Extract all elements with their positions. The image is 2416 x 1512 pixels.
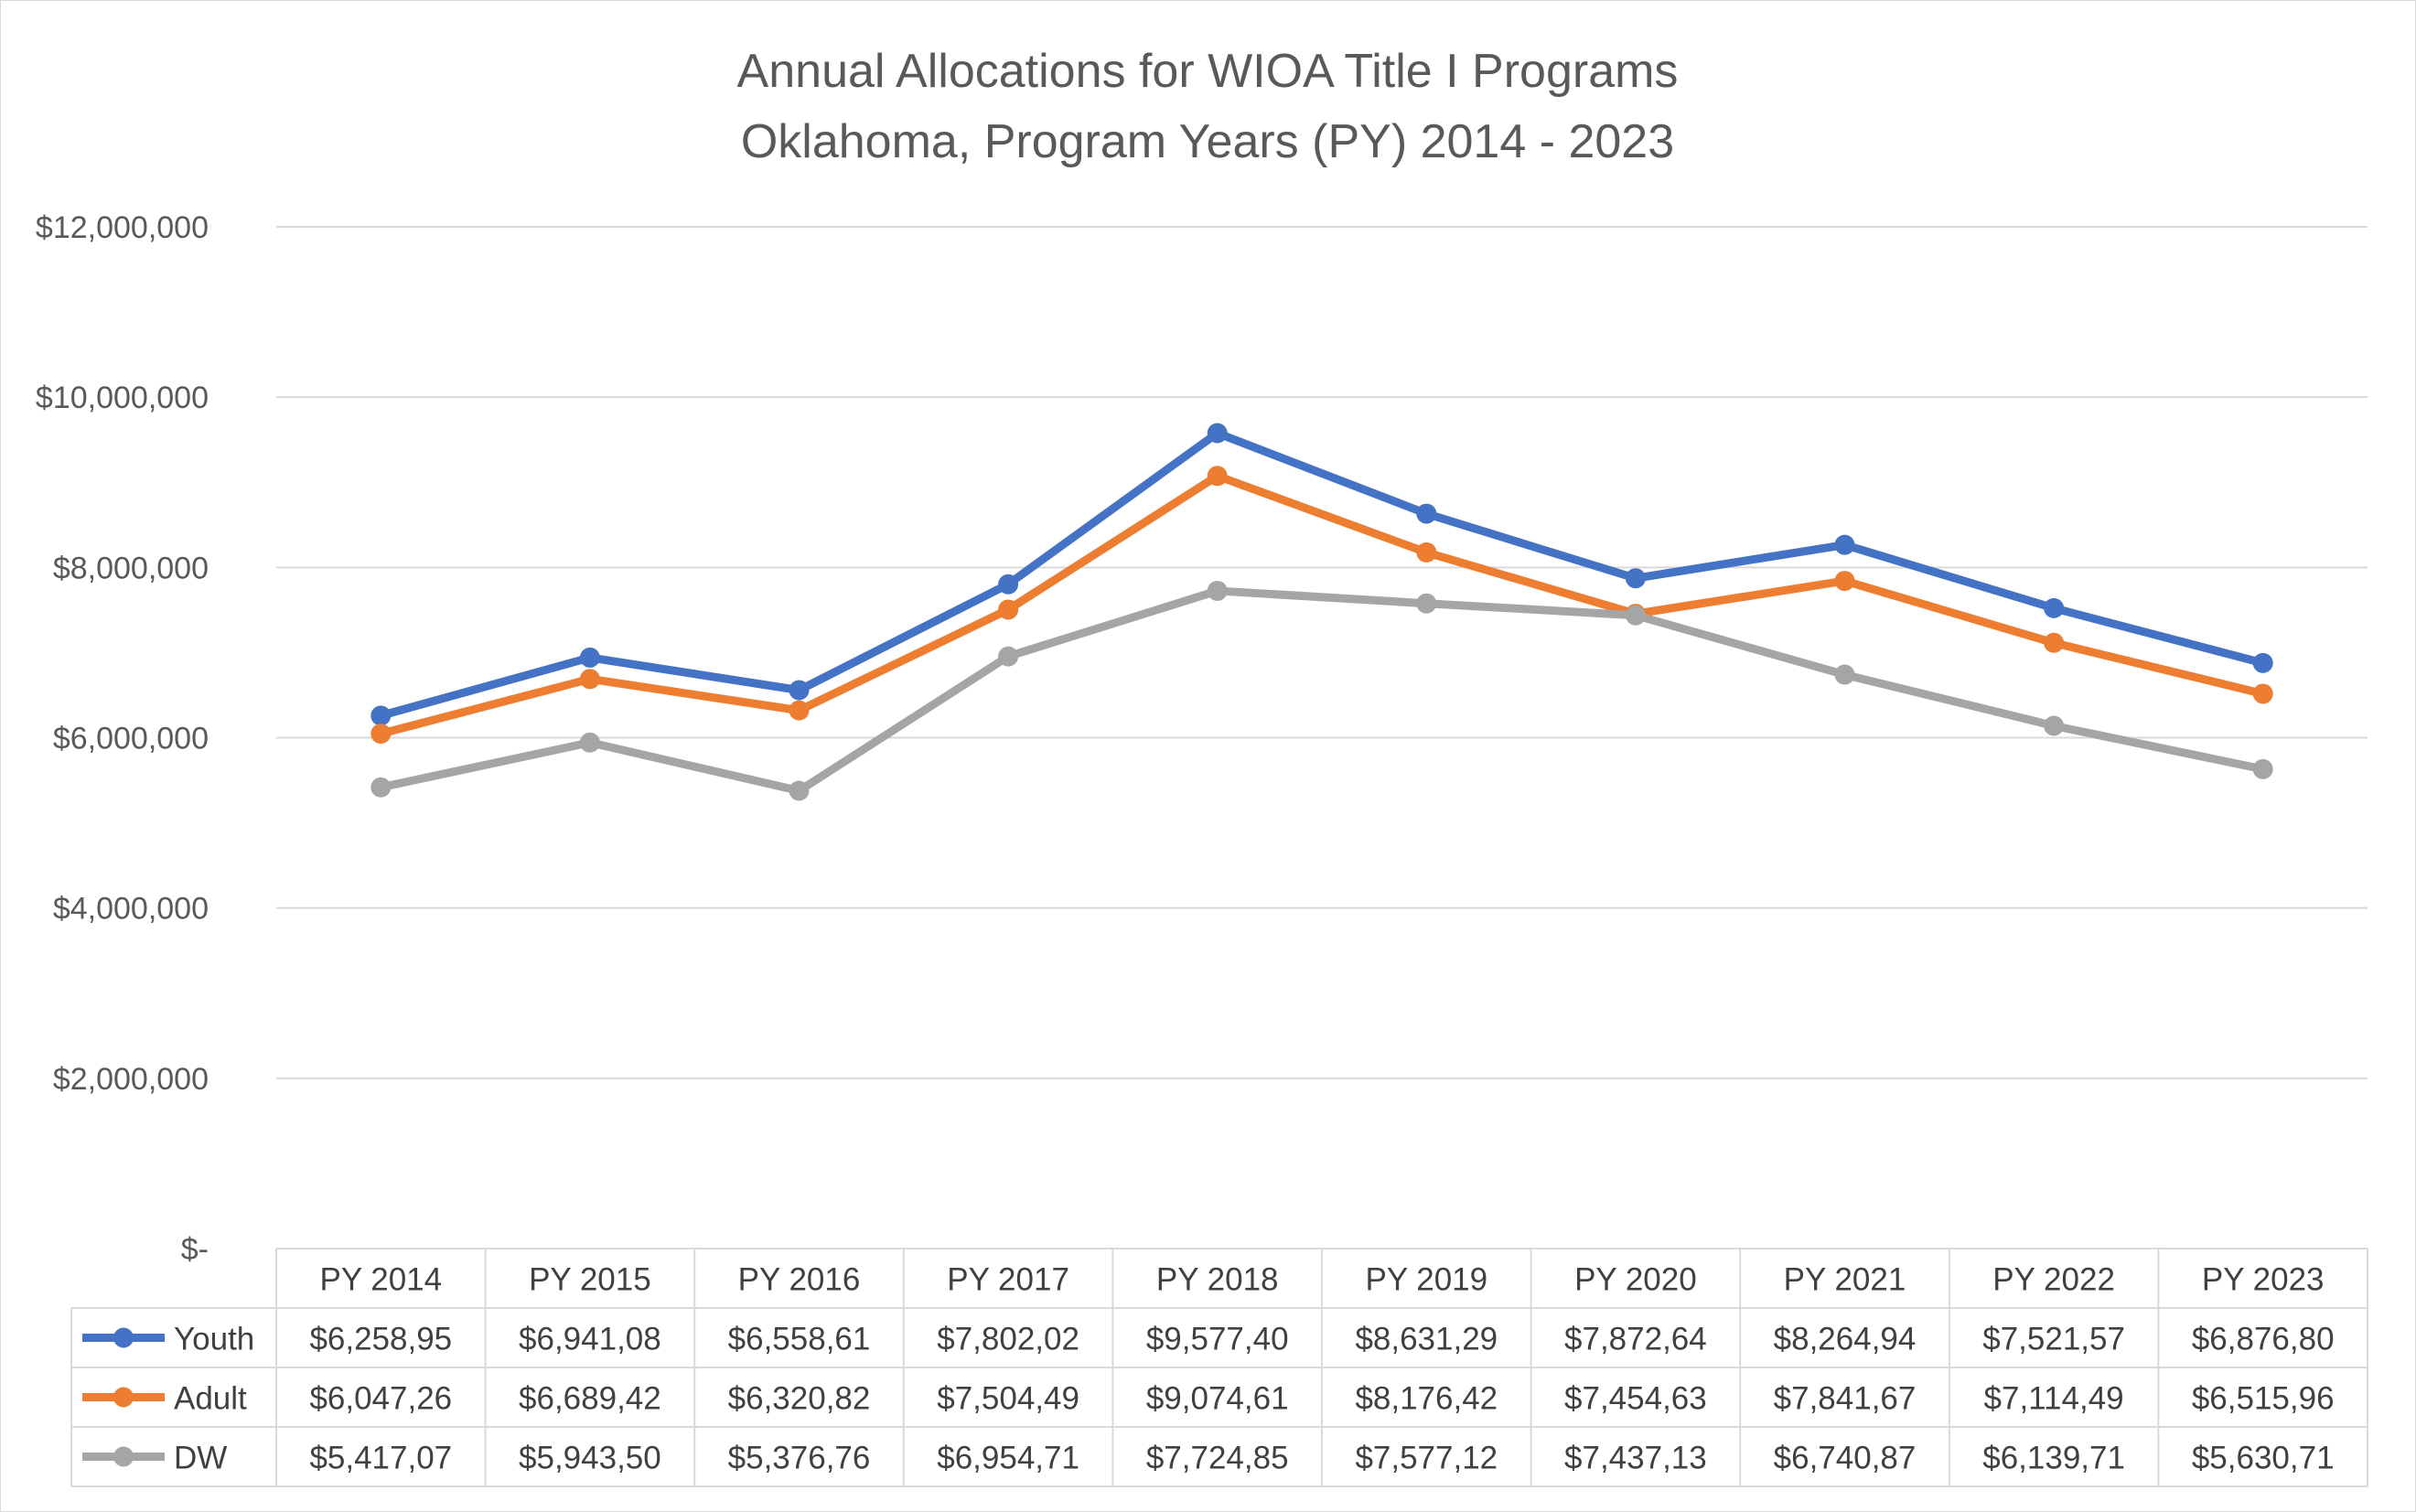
data-label: $7,437,13 bbox=[1564, 1441, 1707, 1476]
data-label: $9,074,61 bbox=[1146, 1381, 1289, 1417]
data-point-adult bbox=[1207, 466, 1228, 487]
series-line-youth bbox=[380, 429, 2264, 720]
data-point-dw bbox=[1834, 664, 1855, 685]
x-tick-label: PY 2017 bbox=[947, 1262, 1069, 1298]
y-tick-label: $6,000,000 bbox=[53, 722, 209, 756]
series-line-adult bbox=[380, 471, 2264, 738]
data-point-adult bbox=[2252, 683, 2273, 704]
y-tick-label: $- bbox=[181, 1232, 209, 1267]
legend-swatch-marker bbox=[113, 1327, 134, 1348]
data-label: $5,630,71 bbox=[2192, 1441, 2335, 1476]
data-point-dw bbox=[789, 780, 810, 801]
y-tick-label: $10,000,000 bbox=[36, 381, 209, 415]
legend-label: Adult bbox=[174, 1381, 247, 1417]
legend-label: DW bbox=[174, 1441, 227, 1476]
data-point-youth bbox=[998, 574, 1019, 595]
data-point-youth bbox=[789, 680, 810, 701]
x-tick-label: PY 2021 bbox=[1784, 1262, 1906, 1298]
data-label: $7,504,49 bbox=[937, 1381, 1079, 1417]
x-tick-label: PY 2023 bbox=[2202, 1262, 2325, 1298]
data-point-adult bbox=[1834, 571, 1855, 592]
data-label: $6,954,71 bbox=[937, 1441, 1079, 1476]
data-label: $6,558,61 bbox=[728, 1322, 871, 1357]
data-point-adult bbox=[998, 599, 1019, 620]
data-label: $6,258,95 bbox=[309, 1322, 452, 1357]
x-tick-label: PY 2022 bbox=[1992, 1262, 2115, 1298]
data-label: $8,631,29 bbox=[1355, 1322, 1498, 1357]
legend-swatch-marker bbox=[113, 1446, 134, 1467]
data-point-youth bbox=[370, 705, 392, 726]
y-tick-label: $2,000,000 bbox=[53, 1062, 209, 1097]
data-label: $5,417,07 bbox=[309, 1441, 452, 1476]
data-point-adult bbox=[579, 669, 600, 690]
data-label: $7,521,57 bbox=[1982, 1322, 2125, 1357]
data-point-adult bbox=[370, 724, 392, 745]
y-axis-tick-labels: $12,000,000 $10,000,000 $8,000,000 $6,000,0… bbox=[36, 210, 209, 1267]
data-point-dw bbox=[2044, 715, 2065, 736]
legend-label: Youth bbox=[174, 1322, 254, 1357]
x-tick-label: PY 2015 bbox=[529, 1262, 651, 1298]
data-point-youth bbox=[2252, 652, 2273, 673]
data-point-dw bbox=[1625, 605, 1646, 626]
chart-title: Annual Allocations for WIOA Title I Prog… bbox=[737, 45, 1679, 98]
data-label: $5,943,50 bbox=[519, 1441, 661, 1476]
legend-swatch-marker bbox=[113, 1387, 134, 1408]
y-tick-label: $8,000,000 bbox=[53, 551, 209, 585]
y-tick-label: $4,000,000 bbox=[53, 892, 209, 927]
data-table: PY 2014 PY 2015 PY 2016 PY 2017 PY 2018 PY 20… bbox=[70, 1248, 2368, 1487]
x-tick-label: PY 2014 bbox=[319, 1262, 442, 1298]
gridlines bbox=[276, 226, 2368, 1079]
data-point-youth bbox=[579, 647, 600, 668]
data-point-dw bbox=[1207, 580, 1228, 601]
x-tick-label: PY 2018 bbox=[1156, 1262, 1279, 1298]
data-label: $7,114,49 bbox=[1984, 1381, 2124, 1417]
series-lines bbox=[370, 423, 2273, 801]
data-point-youth bbox=[1416, 503, 1437, 524]
data-label: $6,689,42 bbox=[519, 1381, 661, 1417]
data-label: $6,139,71 bbox=[1982, 1441, 2125, 1476]
data-point-adult bbox=[789, 700, 810, 721]
data-point-youth bbox=[1625, 568, 1646, 589]
y-tick-label: $12,000,000 bbox=[36, 210, 209, 245]
data-point-youth bbox=[1834, 534, 1855, 555]
data-label: $8,264,94 bbox=[1774, 1322, 1917, 1357]
data-label: $7,802,02 bbox=[937, 1322, 1079, 1357]
x-tick-label: PY 2020 bbox=[1574, 1262, 1697, 1298]
data-label: $8,176,42 bbox=[1355, 1381, 1498, 1417]
data-label: $7,724,85 bbox=[1146, 1441, 1289, 1476]
data-label: $6,941,08 bbox=[519, 1322, 661, 1357]
data-label: $6,740,87 bbox=[1774, 1441, 1917, 1476]
data-label: $7,577,12 bbox=[1355, 1441, 1498, 1476]
data-point-dw bbox=[998, 646, 1019, 667]
data-label: $6,515,96 bbox=[2192, 1381, 2335, 1417]
data-point-adult bbox=[1416, 542, 1437, 563]
data-label: $7,872,64 bbox=[1564, 1322, 1707, 1357]
data-label: $6,876,80 bbox=[2192, 1322, 2335, 1357]
data-label: $7,841,67 bbox=[1774, 1381, 1917, 1417]
data-point-adult bbox=[2044, 632, 2065, 653]
data-label: $9,577,40 bbox=[1146, 1322, 1289, 1357]
data-label: $6,047,26 bbox=[309, 1381, 452, 1417]
data-point-dw bbox=[370, 777, 392, 798]
data-point-dw bbox=[579, 732, 600, 753]
data-point-youth bbox=[1207, 423, 1228, 444]
data-label: $5,376,76 bbox=[728, 1441, 871, 1476]
x-tick-label: PY 2019 bbox=[1365, 1262, 1487, 1298]
data-label: $7,454,63 bbox=[1564, 1381, 1707, 1417]
data-point-dw bbox=[1416, 593, 1437, 614]
chart-subtitle: Oklahoma, Program Years (PY) 2014 - 2023 bbox=[741, 115, 1674, 168]
data-label: $6,320,82 bbox=[728, 1381, 871, 1417]
data-point-dw bbox=[2252, 758, 2273, 779]
series-line-dw bbox=[380, 586, 2264, 796]
x-tick-label: PY 2016 bbox=[738, 1262, 861, 1298]
data-point-youth bbox=[2044, 597, 2065, 618]
